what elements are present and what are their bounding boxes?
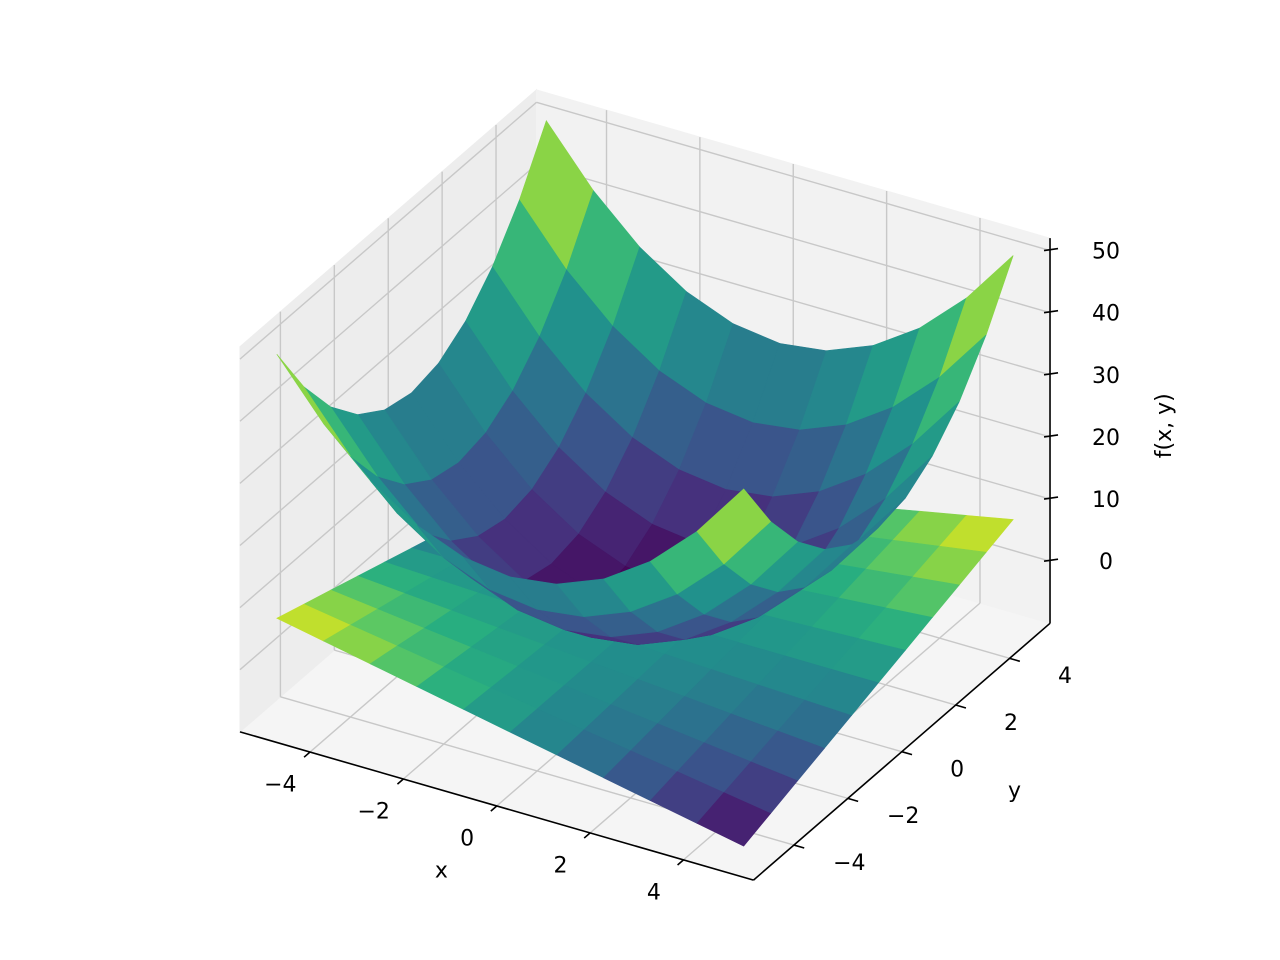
z-axis-label: f(x, y): [1152, 393, 1177, 458]
z-tick-label: 10: [1092, 488, 1120, 513]
x-tick-label: 0: [460, 827, 474, 852]
grid-line: [536, 101, 1051, 252]
y-tick-label: −2: [887, 804, 919, 829]
z-tick: [1043, 309, 1059, 314]
x-tick: [677, 859, 685, 866]
x-tick: [490, 805, 498, 812]
grid-line: [239, 226, 537, 484]
y-tick: [847, 797, 859, 803]
grid-line: [239, 101, 537, 360]
y-tick-label: −4: [833, 851, 865, 876]
grid-line: [239, 163, 537, 422]
z-tick: [1043, 434, 1059, 438]
x-axis-label: x: [435, 858, 448, 883]
y-tick-label: 0: [950, 758, 964, 783]
x-tick: [396, 778, 404, 785]
surface-patch: [696, 792, 772, 847]
z-tick-label: 30: [1092, 364, 1120, 389]
y-tick: [901, 750, 913, 756]
x-tick: [583, 832, 591, 839]
y-tick-label: 2: [1004, 711, 1018, 736]
z-tick-label: 0: [1099, 550, 1113, 575]
z-tick-label: 50: [1092, 240, 1120, 265]
y-axis-label: y: [1008, 778, 1021, 803]
surface-patch: [276, 354, 351, 457]
x-tick: [303, 751, 311, 758]
x-tick-label: 4: [647, 881, 661, 906]
z-tick: [1043, 496, 1059, 500]
x-tick-label: 2: [553, 854, 567, 879]
y-tick: [1009, 657, 1021, 663]
x-tick-label: −2: [358, 800, 390, 825]
z-tick: [1043, 372, 1059, 376]
grid-line: [536, 163, 1051, 314]
x-tick-label: −4: [264, 773, 296, 798]
z-tick: [1043, 558, 1059, 562]
z-tick-label: 40: [1092, 302, 1120, 327]
y-tick: [793, 844, 805, 849]
y-tick: [955, 704, 967, 709]
y-tick-label: 4: [1058, 664, 1072, 689]
z-tick-label: 20: [1092, 426, 1120, 451]
surface-patch: [696, 488, 772, 565]
z-tick: [1043, 247, 1059, 252]
